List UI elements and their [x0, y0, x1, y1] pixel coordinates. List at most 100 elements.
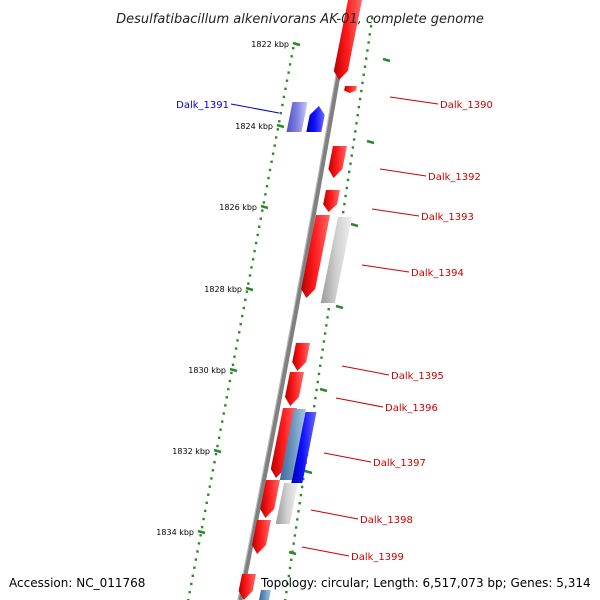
- track-dot: [294, 526, 298, 529]
- track-dot: [287, 71, 290, 74]
- track-dot: [262, 201, 266, 204]
- track-dot: [245, 290, 249, 293]
- track-dot: [250, 266, 253, 269]
- blast-hit-gray: [320, 217, 352, 303]
- track-dot: [326, 316, 329, 319]
- scale-tick-label: 1832 kbp: [172, 447, 210, 456]
- track-dot: [205, 501, 208, 504]
- track-dot: [270, 160, 273, 163]
- track-dot: [253, 249, 256, 253]
- track-dot: [292, 542, 295, 545]
- track-dot: [292, 47, 295, 50]
- gene-label-Dalk_1392: Dalk_1392: [428, 172, 481, 183]
- track-dot: [293, 534, 297, 537]
- track-dot: [227, 387, 230, 391]
- track-dot: [286, 582, 289, 586]
- scale-tick-mark: [213, 448, 222, 454]
- track-dot: [320, 356, 323, 359]
- track-dot: [273, 144, 276, 147]
- blast-hit-gray: [275, 483, 298, 524]
- track-dot: [354, 130, 357, 133]
- track-dot: [268, 168, 272, 172]
- track-dot: [314, 396, 317, 400]
- outer-tick-mark: [304, 469, 313, 475]
- track-dot: [288, 63, 292, 66]
- track-dot: [298, 502, 301, 505]
- track-dot: [193, 566, 196, 569]
- track-dot: [319, 364, 322, 367]
- track-dot: [259, 217, 262, 220]
- track-dot: [360, 89, 363, 93]
- track-dot: [287, 574, 290, 578]
- genome-backbone: [237, 0, 354, 600]
- track-dot: [213, 461, 216, 464]
- gene-labels: Dalk_1390 Dalk_1391 Dalk_1392 Dalk_1393 Dalk…: [176, 96, 493, 563]
- track-dot: [297, 510, 300, 513]
- scale-tick-label: 1822 kbp: [251, 40, 289, 49]
- blast-hit-steel: [259, 590, 271, 600]
- track-dot: [362, 73, 365, 76]
- track-dot: [231, 363, 235, 366]
- track-dot: [224, 404, 227, 407]
- genome-backbone-highlight: [237, 0, 350, 600]
- track-dot: [300, 485, 304, 489]
- gene-features: [238, 0, 362, 600]
- cds-Dalk_1393: [323, 190, 340, 212]
- track-dot: [367, 41, 370, 44]
- outer-tick-mark: [319, 387, 328, 393]
- track-dot: [271, 152, 275, 155]
- track-dot: [204, 509, 207, 513]
- track-dot: [188, 590, 191, 594]
- track-dot: [323, 332, 327, 335]
- track-dot: [285, 590, 288, 594]
- track-dot: [247, 282, 250, 285]
- scale-tick-mark: [276, 123, 285, 129]
- track-dot: [279, 111, 282, 115]
- outer-tick-mark: [350, 222, 359, 228]
- track-dot: [230, 371, 233, 375]
- scale-tick-label: 1828 kbp: [204, 285, 242, 294]
- track-dot: [322, 340, 326, 343]
- track-dot: [315, 388, 318, 392]
- track-dot: [317, 372, 321, 376]
- track-dot: [342, 211, 345, 214]
- gene-leader-line: [389, 96, 439, 105]
- track-dot: [256, 233, 259, 237]
- gene-leader-line: [371, 208, 420, 217]
- track-dot: [365, 57, 368, 60]
- cds-Dalk_1390: [333, 0, 362, 80]
- track-dot: [361, 81, 364, 85]
- track-dot: [368, 33, 371, 36]
- outer-tick-mark: [382, 57, 391, 63]
- track-dot: [302, 477, 305, 481]
- track-dot: [228, 379, 232, 383]
- gene-leader-line: [323, 452, 372, 463]
- gene-leader-line: [361, 264, 410, 273]
- blast-hit-lavender: [286, 102, 308, 132]
- track-dot: [221, 420, 224, 423]
- scale-tick-label: 1826 kbp: [219, 203, 257, 212]
- track-dot: [327, 308, 330, 311]
- track-dot: [325, 324, 328, 327]
- track-dot: [208, 485, 211, 488]
- track-dot: [225, 396, 228, 399]
- track-dot: [191, 574, 194, 577]
- track-dot: [348, 170, 351, 173]
- track-dot: [316, 380, 319, 384]
- track-dot: [202, 517, 205, 521]
- track-dot: [357, 105, 361, 109]
- gene-label-Dalk_1396: Dalk_1396: [385, 403, 438, 414]
- cds-small-fragment: [344, 86, 357, 93]
- track-dot: [352, 138, 356, 141]
- topology-text: Topology: circular; Length: 6,517,073 bp…: [260, 576, 591, 590]
- track-dot: [244, 298, 247, 301]
- track-dot: [358, 97, 362, 101]
- track-dot: [288, 566, 292, 570]
- track-dot: [248, 274, 252, 277]
- track-dot: [199, 534, 202, 537]
- track-dot: [197, 542, 201, 545]
- track-dot: [258, 225, 261, 228]
- track-dot: [351, 146, 355, 149]
- track-dot: [196, 550, 199, 553]
